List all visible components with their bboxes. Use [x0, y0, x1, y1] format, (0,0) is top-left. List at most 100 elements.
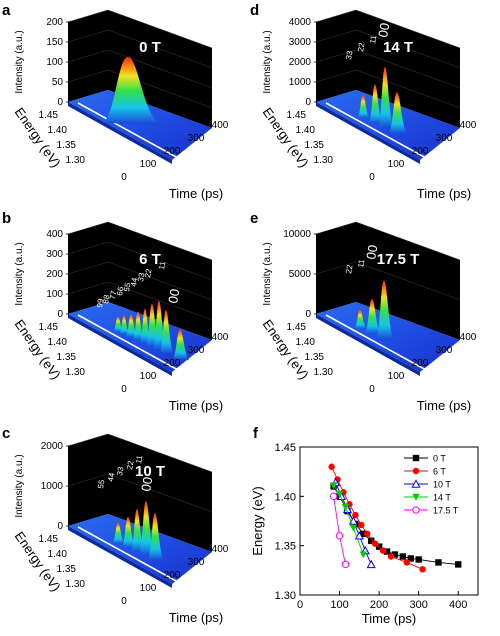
peak-label: 55	[122, 281, 133, 292]
x-tick-label: 0	[297, 599, 303, 611]
data-point	[403, 559, 410, 566]
data-point	[366, 559, 376, 569]
energy-tick-label: 1.45	[287, 322, 307, 333]
data-point	[419, 566, 426, 573]
wall-gridline	[315, 261, 357, 275]
peak-label: 00	[375, 22, 392, 39]
field-label: 14 T	[383, 39, 413, 56]
energy-tick-label: 1.30	[314, 367, 334, 378]
intensity-peak	[160, 309, 174, 354]
peak-label: 88	[101, 293, 112, 304]
legend-label: 0 T	[433, 454, 446, 464]
z-tick-label: 0	[57, 309, 63, 320]
wall-gridline	[355, 9, 461, 49]
data-point	[455, 561, 462, 568]
data-point	[364, 530, 371, 538]
z-tick-label: 200	[46, 269, 63, 280]
time-tick-label: 100	[140, 583, 157, 594]
time-axis-title: Time (ps)	[417, 398, 471, 413]
z-tick-label: 1000	[41, 481, 64, 492]
data-point	[358, 521, 365, 529]
peak-label: 11	[134, 454, 144, 464]
intensity-peak	[369, 84, 383, 125]
wall-gridline	[67, 433, 109, 447]
z-tick-label: 2000	[41, 441, 64, 452]
intensity-peak	[122, 516, 136, 549]
plot3d-panel-b: 6 T998877665544332211000100200300400Inte…	[12, 221, 229, 413]
intensity-peak	[355, 309, 367, 330]
time-tick-label: 400	[212, 332, 229, 343]
data-point	[371, 540, 379, 547]
y-tick-label: 1.45	[275, 442, 296, 454]
z-tick-label: 200	[46, 17, 63, 28]
wall-gridline	[107, 9, 213, 49]
time-axis-title: Time (ps)	[169, 186, 223, 201]
wall-gridline	[67, 281, 109, 295]
data-point	[412, 454, 420, 462]
time-axis-title: Time (ps)	[417, 186, 471, 201]
panel-letter-a: a	[2, 2, 11, 19]
z-tick-label: 150	[46, 37, 63, 48]
energy-tick-label: 1.30	[66, 367, 86, 378]
field-label: 10 T	[135, 463, 165, 480]
wall-gridline	[107, 281, 213, 321]
data-point	[407, 555, 414, 562]
data-point	[329, 492, 338, 501]
time-tick-label: 400	[460, 332, 477, 343]
white-time-zero-line	[77, 314, 179, 371]
field-label: 17.5 T	[377, 251, 420, 268]
peak-label: 66	[115, 285, 126, 296]
energy-tick-label: 1.40	[48, 549, 68, 560]
wall-gridline	[67, 29, 109, 43]
data-point	[412, 506, 420, 514]
time-tick-label: 100	[140, 159, 157, 170]
time-tick-label: 200	[412, 146, 429, 157]
time-tick-label: 400	[460, 120, 477, 131]
plot-frame	[299, 446, 479, 596]
data-point	[379, 547, 387, 554]
wall-gridline	[67, 69, 109, 83]
intensity-peak	[376, 280, 395, 341]
x-axis-title: Time (ps)	[362, 611, 416, 626]
time-tick-label: 300	[436, 133, 453, 144]
wall-gridline	[67, 261, 109, 275]
wall-gridline	[107, 29, 213, 69]
z-axis-title: Intensity (a.u.)	[14, 454, 25, 517]
wall-gridline	[355, 49, 461, 89]
z-axis-title: Intensity (a.u.)	[14, 30, 25, 93]
intensity-peak	[133, 311, 145, 342]
x-tick-label: 100	[330, 599, 348, 611]
floor-edge	[316, 102, 420, 164]
time-tick-label: 300	[188, 345, 205, 356]
time-tick-label: 200	[164, 146, 181, 157]
floor-edge	[68, 314, 172, 376]
z-tick-label: 0	[57, 521, 63, 532]
energy-tick-label: 1.45	[39, 534, 59, 545]
intensity-peak	[114, 316, 124, 333]
intensity-peak	[131, 508, 145, 553]
white-time-zero-line	[77, 102, 179, 159]
data-point	[411, 479, 421, 488]
wall-gridline	[67, 241, 109, 255]
intensity-peak	[148, 513, 165, 561]
plot3d-panel-a: 0 T 0 50 100 150 200 Intensity (a.u.) 1.45 1.40 1…	[12, 9, 229, 201]
energy-tick-label: 1.45	[39, 110, 59, 121]
energy-tick-label: 1.40	[296, 125, 316, 136]
wall-gridline	[107, 221, 213, 261]
data-point	[412, 467, 420, 475]
panel-letter-f: f	[253, 425, 258, 442]
data-point	[354, 531, 364, 540]
wall-gridline	[107, 433, 213, 473]
z-tick-label: 5000	[289, 269, 312, 280]
time-tick-label: 300	[188, 557, 205, 568]
legend-label: 14 T	[433, 493, 451, 503]
peak-label: 22	[344, 263, 355, 274]
time-axis-title: Time (ps)	[169, 398, 223, 413]
legend-label: 10 T	[433, 480, 451, 490]
data-point	[328, 463, 335, 470]
z-axis-title: Intensity (a.u.)	[14, 242, 25, 305]
peak-label: 77	[108, 289, 119, 300]
data-point	[387, 553, 395, 560]
